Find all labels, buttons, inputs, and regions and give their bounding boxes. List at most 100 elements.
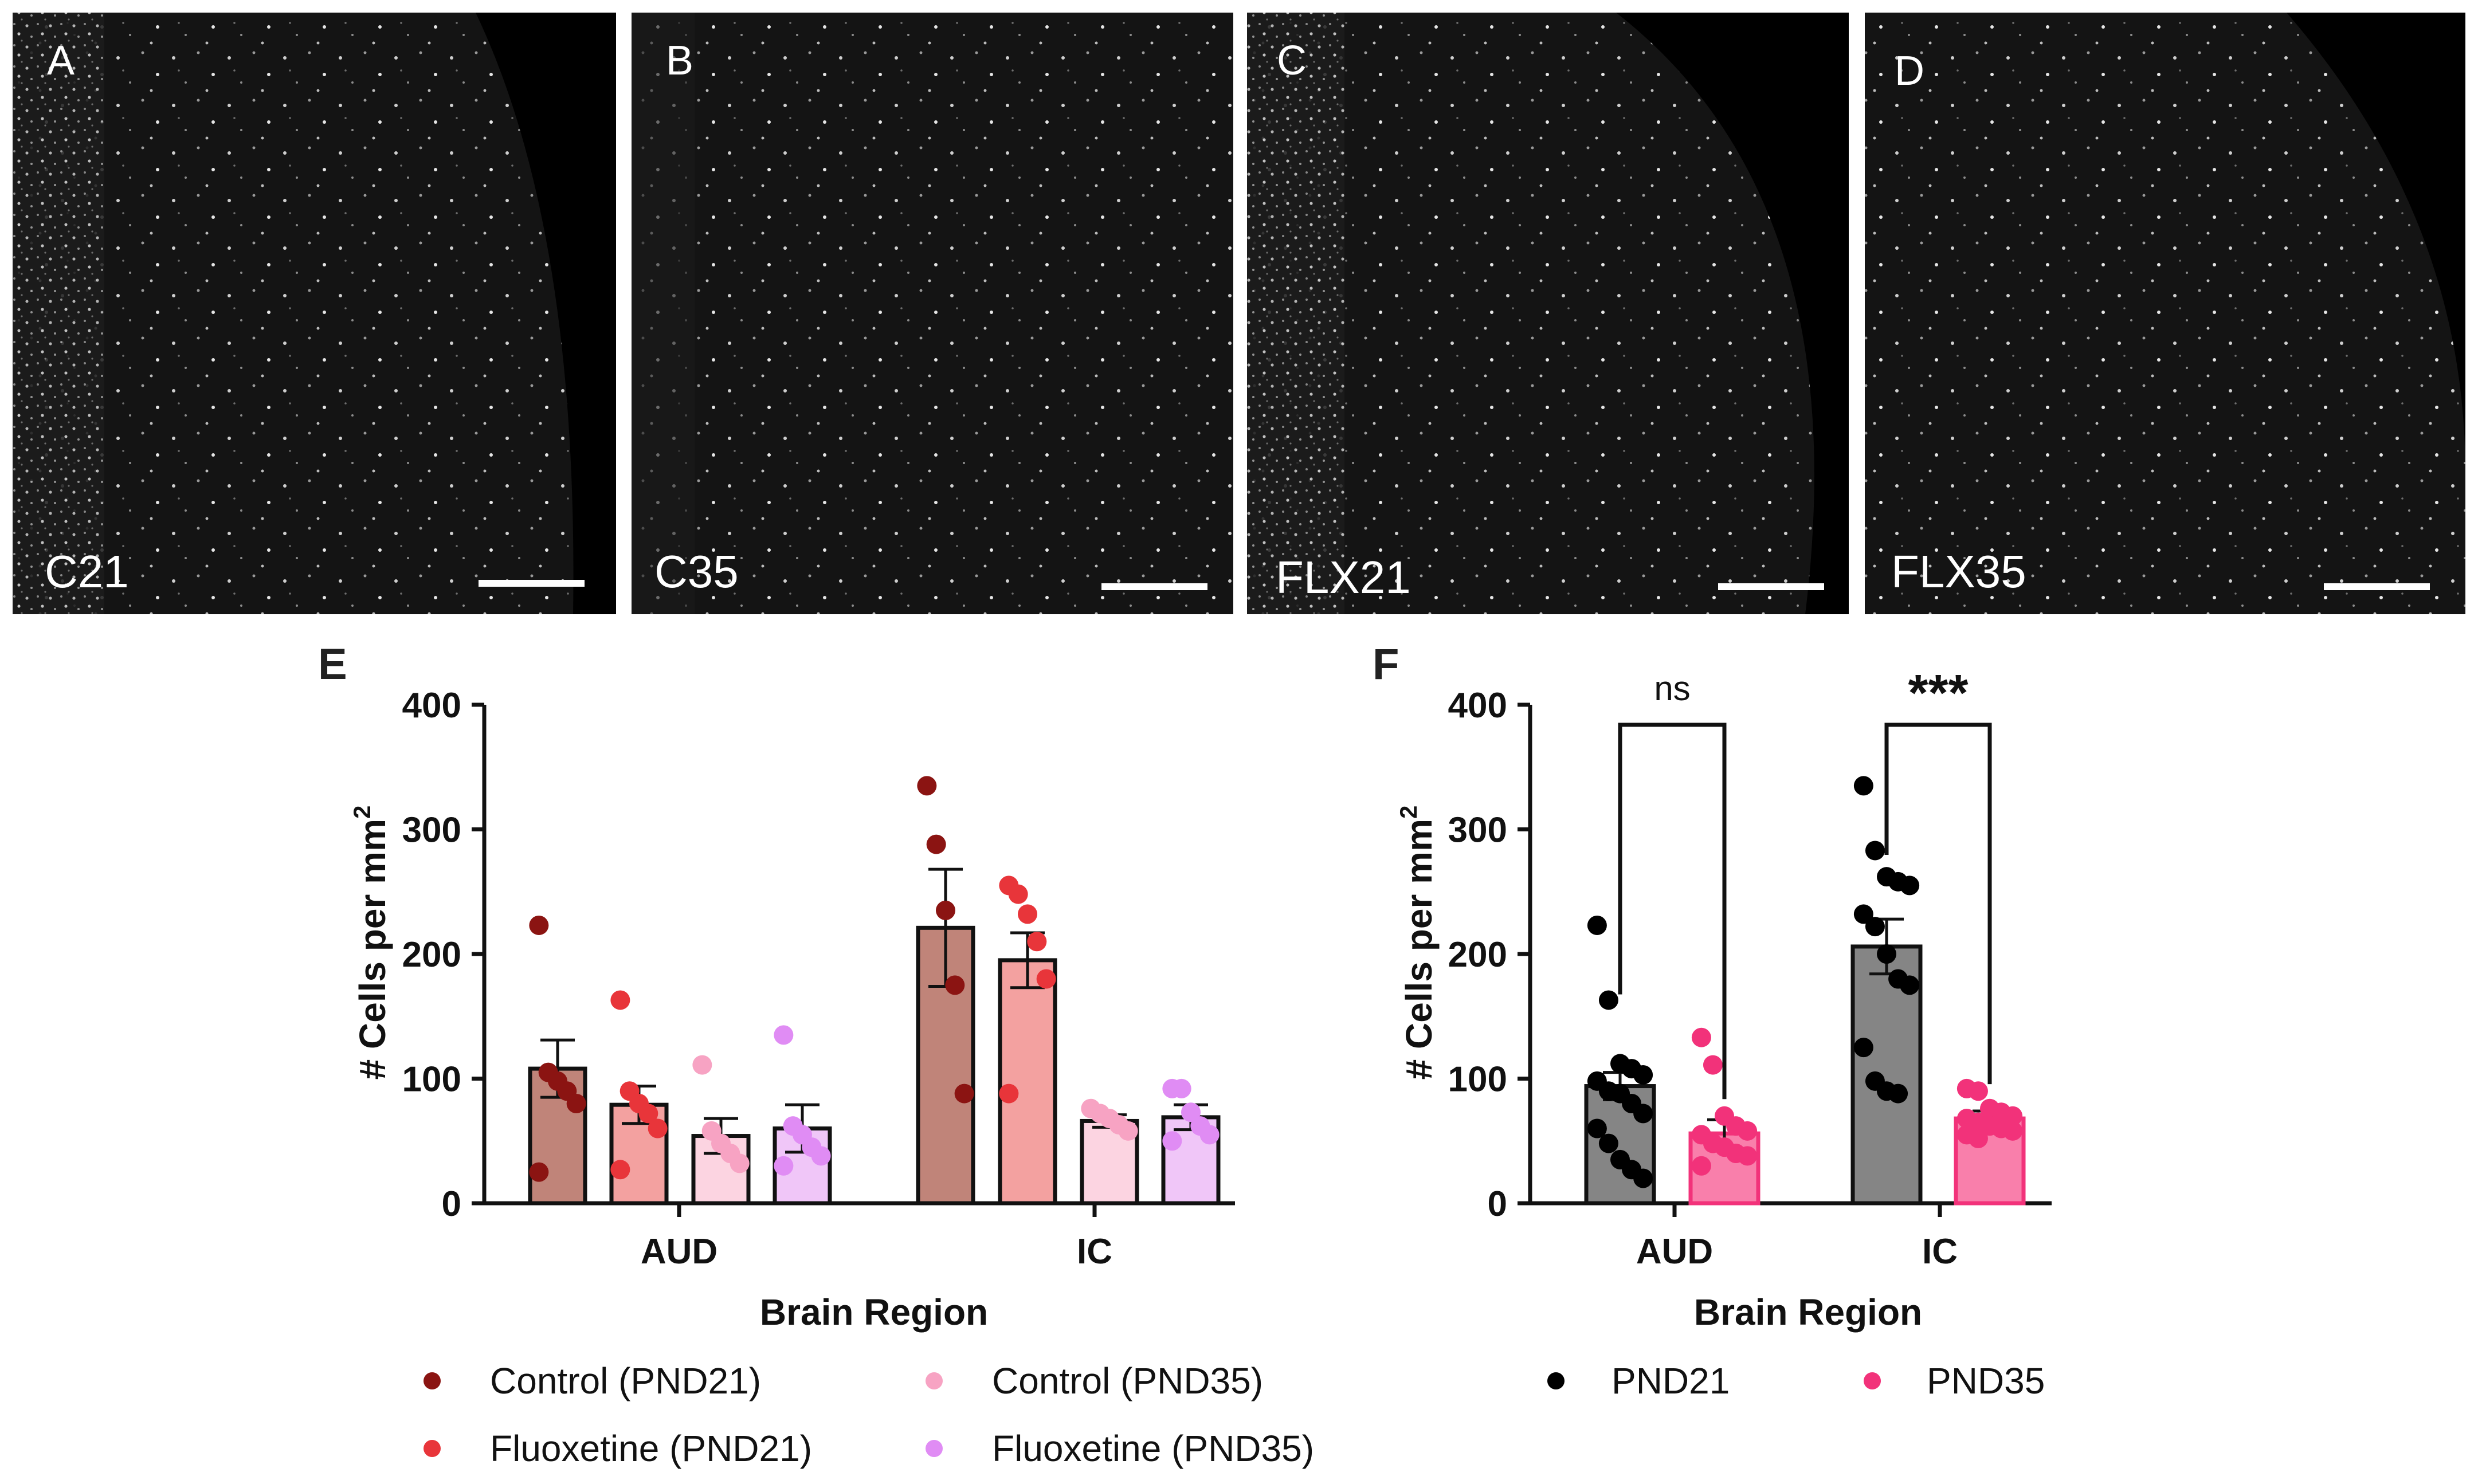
data-point-pnd21-ic: [1865, 917, 1885, 937]
data-point-fluoxetine-pnd21-ic: [1036, 969, 1056, 989]
data-point-pnd35-aud: [1738, 1121, 1758, 1141]
data-point-pnd21-aud: [1598, 990, 1618, 1010]
data-point-fluoxetine-pnd35-ic: [1162, 1131, 1182, 1151]
data-point-control-pnd21-ic: [945, 975, 965, 995]
chart-f-letter: F: [1373, 640, 1399, 689]
data-point-control-pnd21-aud: [566, 1094, 586, 1113]
data-point-fluoxetine-pnd35-aud: [774, 1025, 794, 1045]
data-point-pnd21-ic: [1888, 1083, 1908, 1104]
chart-e-letter: E: [318, 640, 347, 689]
legend-label-fluoxetine-pnd35: Fluoxetine (PND35): [992, 1428, 1314, 1469]
data-point-pnd35-aud: [1738, 1146, 1758, 1166]
image-label-flx21: FLX21: [1276, 552, 1411, 603]
data-point-pnd21-ic: [1853, 904, 1873, 924]
panel-label-d: D: [1895, 48, 1924, 94]
data-point-control-pnd21-ic: [936, 900, 955, 920]
data-point-fluoxetine-pnd35-ic: [1181, 1102, 1201, 1122]
y-tick-label: 200: [402, 935, 461, 975]
legend-marker-fluoxetine-pnd35: [926, 1440, 943, 1457]
data-point-pnd21-ic: [1900, 876, 1920, 896]
y-tick-label: 0: [1488, 1184, 1507, 1224]
y-tick-label: 300: [1448, 811, 1507, 850]
y-tick-label: 300: [402, 811, 461, 850]
panel-label-b: B: [666, 38, 693, 84]
chart-f-y-axis-title: # Cells per mm2: [1395, 806, 1440, 1080]
micrograph-a: A C21: [13, 13, 616, 614]
data-point-pnd35-aud: [1691, 1027, 1711, 1047]
data-point-pnd21-ic: [1853, 1038, 1873, 1058]
legend-e: Control (PND21) Fluoxetine (PND21) Contr…: [424, 1360, 1314, 1469]
scale-bar: [479, 580, 585, 587]
significance-bracket: [1618, 723, 1727, 1100]
data-point-fluoxetine-pnd35-aud: [774, 1156, 794, 1176]
x-tick-label-ic: IC: [1922, 1232, 1958, 1271]
legend-marker-fluoxetine-pnd21: [424, 1440, 441, 1457]
micrograph-b: B C35: [632, 13, 1233, 614]
chart-e: E # Cells per mm2 Brain Region 0 100 200 30…: [318, 640, 1235, 1333]
data-point-pnd21-aud: [1633, 1065, 1653, 1085]
data-point-fluoxetine-pnd21-ic: [999, 1083, 1019, 1104]
y-tick-label: 0: [442, 1184, 461, 1224]
scale-bar: [2324, 583, 2430, 590]
panel-label-c: C: [1277, 38, 1307, 84]
data-point-fluoxetine-pnd21-aud: [648, 1118, 668, 1138]
data-point-control-pnd35-ic: [1118, 1121, 1138, 1141]
data-point-pnd35-aud: [1691, 1156, 1711, 1176]
data-point-pnd35-aud: [1703, 1055, 1723, 1075]
data-point-pnd21-ic: [1877, 944, 1896, 964]
chart-e-x-axis-title: Brain Region: [760, 1291, 988, 1333]
significance-label-triple-star: ***: [1908, 665, 1968, 722]
legend-label-control-pnd35: Control (PND35): [992, 1360, 1263, 1401]
image-label-flx35: FLX35: [1891, 546, 2026, 597]
y-tick-label: 100: [402, 1060, 461, 1100]
data-point-fluoxetine-pnd21-aud: [610, 1160, 630, 1180]
data-point-control-pnd35-aud: [692, 1055, 712, 1075]
data-point-pnd35-ic: [1968, 1128, 1988, 1148]
data-point-pnd35-ic: [2003, 1106, 2023, 1126]
data-point-pnd21-aud: [1587, 1118, 1607, 1138]
y-tick-label: 400: [1448, 686, 1507, 725]
data-point-fluoxetine-pnd21-ic: [1018, 904, 1037, 924]
legend-marker-control-pnd21: [424, 1372, 441, 1389]
data-point-control-pnd21-ic: [926, 834, 946, 854]
legend-f: PND21 PND35: [1547, 1360, 2045, 1401]
significance-bracket: [1884, 723, 1992, 1085]
data-point-control-pnd21-aud: [529, 1162, 549, 1182]
bar-fluoxetine-pnd21-ic: [998, 958, 1057, 1206]
significance-label-ns: ns: [1654, 669, 1690, 708]
image-label-c35: C35: [654, 546, 739, 597]
legend-marker-pnd21: [1547, 1372, 1565, 1389]
x-tick-label-aud: AUD: [1636, 1232, 1713, 1271]
data-point-control-pnd35-aud: [730, 1153, 750, 1173]
micrograph-d: D FLX35: [1865, 13, 2465, 614]
data-point-control-pnd21-ic: [917, 776, 937, 796]
data-point-pnd21-ic: [1865, 841, 1885, 861]
data-point-pnd21-aud: [1633, 1104, 1653, 1124]
legend-marker-pnd35: [1864, 1372, 1881, 1389]
data-point-pnd21-aud: [1587, 915, 1607, 935]
data-point-fluoxetine-pnd21-aud: [610, 990, 630, 1010]
scale-bar: [1101, 583, 1207, 590]
data-point-pnd21-aud: [1633, 1168, 1653, 1188]
legend-marker-control-pnd35: [926, 1372, 943, 1389]
image-label-c21: C21: [45, 546, 129, 597]
legend-label-pnd35: PND35: [1927, 1360, 2045, 1401]
y-tick-label: 200: [1448, 935, 1507, 975]
data-point-control-pnd21-ic: [954, 1083, 974, 1104]
data-point-control-pnd21-aud: [529, 915, 549, 935]
panel-label-a: A: [47, 38, 75, 84]
data-point-fluoxetine-pnd35-ic: [1171, 1078, 1191, 1098]
data-point-pnd21-ic: [1853, 776, 1873, 796]
data-point-fluoxetine-pnd35-ic: [1199, 1125, 1220, 1145]
scale-bar: [1718, 583, 1824, 590]
legend-label-control-pnd21: Control (PND21): [490, 1360, 761, 1401]
chart-f-x-axis-title: Brain Region: [1694, 1291, 1922, 1333]
legend-label-pnd21: PND21: [1612, 1360, 1730, 1401]
data-point-fluoxetine-pnd35-aud: [811, 1146, 831, 1166]
x-tick-label-ic: IC: [1077, 1232, 1112, 1271]
data-point-pnd35-ic: [1968, 1081, 1988, 1101]
legend-label-fluoxetine-pnd21: Fluoxetine (PND21): [490, 1428, 812, 1469]
y-tick-label: 100: [1448, 1060, 1507, 1100]
y-tick-label: 400: [402, 686, 461, 725]
micrograph-c: C FLX21: [1247, 13, 1849, 614]
